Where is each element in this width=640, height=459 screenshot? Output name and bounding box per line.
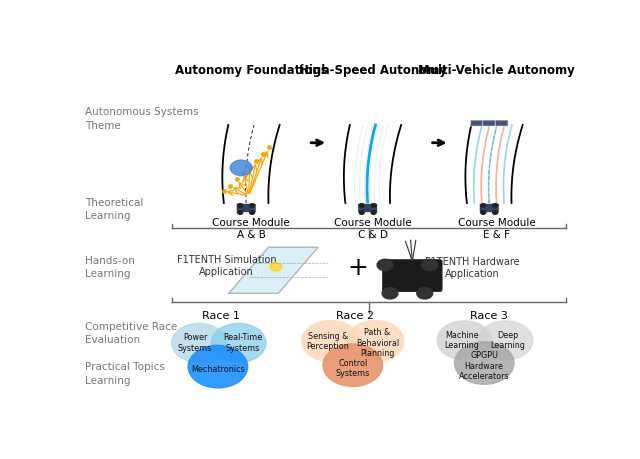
Circle shape [270, 263, 282, 271]
Circle shape [493, 204, 498, 208]
Text: Autonomous Systems
Theme: Autonomous Systems Theme [85, 107, 198, 130]
Circle shape [250, 211, 255, 215]
Circle shape [454, 342, 514, 385]
Circle shape [250, 204, 255, 208]
Circle shape [437, 321, 492, 360]
FancyBboxPatch shape [470, 121, 483, 127]
Text: Race 3: Race 3 [470, 310, 508, 320]
Text: GPGPU
Hardware
Accelerators: GPGPU Hardware Accelerators [459, 351, 509, 380]
Text: F1TENTH Simulation
Application: F1TENTH Simulation Application [177, 255, 276, 276]
Circle shape [478, 321, 533, 360]
Circle shape [237, 211, 243, 215]
Circle shape [493, 211, 498, 215]
Text: Mechatronics: Mechatronics [191, 364, 244, 374]
Circle shape [417, 288, 433, 299]
FancyBboxPatch shape [236, 204, 256, 213]
FancyBboxPatch shape [483, 121, 495, 127]
Text: F1TENTH Hardware
Application: F1TENTH Hardware Application [424, 257, 519, 278]
Text: Competitive Race
Evaluation: Competitive Race Evaluation [85, 321, 177, 344]
FancyBboxPatch shape [479, 204, 499, 213]
Text: Course Module
C & D: Course Module C & D [334, 218, 412, 239]
Circle shape [172, 324, 227, 363]
Circle shape [237, 204, 243, 208]
Text: Sensing &
Perception: Sensing & Perception [307, 331, 349, 350]
Text: Deep
Learning: Deep Learning [490, 330, 525, 350]
Text: High-Speed Autonomy: High-Speed Autonomy [299, 64, 447, 77]
Circle shape [481, 204, 486, 208]
Circle shape [230, 161, 252, 176]
Circle shape [211, 324, 266, 363]
FancyBboxPatch shape [358, 204, 378, 213]
Text: Power
Systems: Power Systems [178, 332, 212, 352]
Circle shape [359, 204, 364, 208]
Text: Course Module
A & B: Course Module A & B [212, 218, 290, 239]
Text: Control
Systems: Control Systems [335, 358, 370, 377]
Text: Real-Time
Systems: Real-Time Systems [223, 332, 262, 352]
FancyBboxPatch shape [495, 121, 508, 127]
Circle shape [301, 321, 359, 362]
Circle shape [377, 260, 393, 271]
Circle shape [422, 260, 438, 271]
Circle shape [481, 211, 486, 215]
Text: +: + [348, 255, 368, 279]
Circle shape [371, 211, 376, 215]
Text: Theoretical
Learning: Theoretical Learning [85, 197, 143, 220]
Circle shape [359, 211, 364, 215]
Text: Practical Topics
Learning: Practical Topics Learning [85, 362, 165, 385]
Text: Autonomy Foundations: Autonomy Foundations [175, 64, 328, 77]
Text: Hands-on
Learning: Hands-on Learning [85, 256, 135, 279]
Text: Machine
Learning: Machine Learning [445, 330, 479, 350]
FancyBboxPatch shape [383, 260, 442, 292]
Circle shape [346, 321, 404, 362]
Circle shape [188, 346, 248, 388]
Text: Course Module
E & F: Course Module E & F [458, 218, 536, 239]
Text: Race 1: Race 1 [202, 310, 240, 320]
Text: Race 2: Race 2 [336, 310, 374, 320]
Polygon shape [229, 248, 318, 294]
Circle shape [323, 344, 383, 386]
Circle shape [371, 204, 376, 208]
Text: Path &
Behavioral
Planning: Path & Behavioral Planning [356, 328, 399, 357]
Text: Multi-Vehicle Autonomy: Multi-Vehicle Autonomy [419, 64, 575, 77]
Circle shape [382, 288, 398, 299]
